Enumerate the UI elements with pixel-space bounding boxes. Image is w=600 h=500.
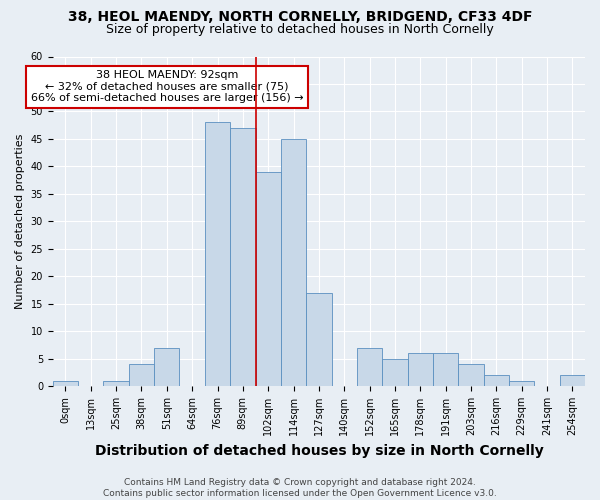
Bar <box>306 292 332 386</box>
Bar <box>484 375 509 386</box>
Bar <box>357 348 382 386</box>
Bar <box>433 353 458 386</box>
Bar <box>230 128 256 386</box>
Bar <box>53 380 78 386</box>
Text: Size of property relative to detached houses in North Cornelly: Size of property relative to detached ho… <box>106 22 494 36</box>
Bar <box>458 364 484 386</box>
Text: 38, HEOL MAENDY, NORTH CORNELLY, BRIDGEND, CF33 4DF: 38, HEOL MAENDY, NORTH CORNELLY, BRIDGEN… <box>68 10 532 24</box>
Bar <box>407 353 433 386</box>
Bar <box>281 139 306 386</box>
X-axis label: Distribution of detached houses by size in North Cornelly: Distribution of detached houses by size … <box>95 444 543 458</box>
Bar <box>560 375 585 386</box>
Bar <box>103 380 129 386</box>
Text: 38 HEOL MAENDY: 92sqm
← 32% of detached houses are smaller (75)
66% of semi-deta: 38 HEOL MAENDY: 92sqm ← 32% of detached … <box>31 70 303 103</box>
Bar <box>256 172 281 386</box>
Bar <box>382 358 407 386</box>
Bar <box>154 348 179 386</box>
Text: Contains HM Land Registry data © Crown copyright and database right 2024.
Contai: Contains HM Land Registry data © Crown c… <box>103 478 497 498</box>
Bar <box>205 122 230 386</box>
Y-axis label: Number of detached properties: Number of detached properties <box>15 134 25 309</box>
Bar <box>129 364 154 386</box>
Bar <box>509 380 535 386</box>
